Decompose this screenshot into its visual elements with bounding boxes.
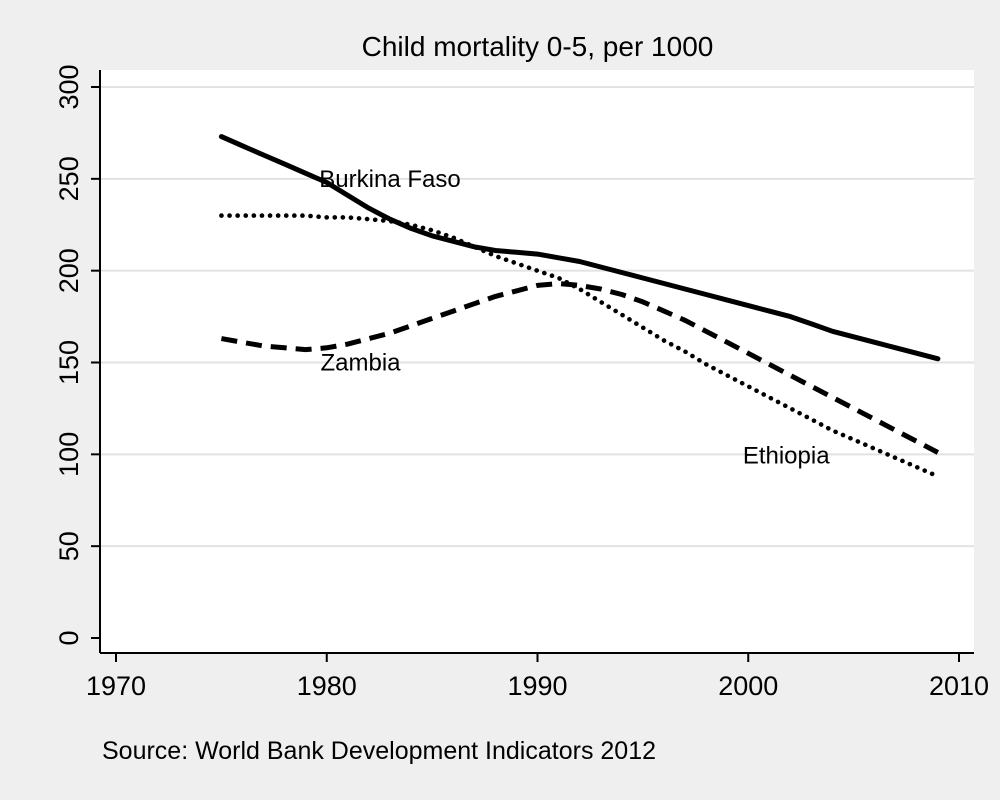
y-tick-label-0: 0 xyxy=(54,630,84,645)
y-tick-label-50: 50 xyxy=(54,531,84,561)
series-label-burkina-faso: Burkina Faso xyxy=(319,166,460,193)
series-line-ethiopia xyxy=(219,213,941,479)
x-tick-label-1980: 1980 xyxy=(297,671,357,701)
y-tick-label-300: 300 xyxy=(54,64,84,109)
chart-title: Child mortality 0-5, per 1000 xyxy=(361,31,714,62)
series-line-burkina-faso xyxy=(218,134,941,362)
series-line-zambia xyxy=(220,281,940,455)
x-tick-label-1970: 1970 xyxy=(86,671,146,701)
x-tick-label-1990: 1990 xyxy=(507,671,567,701)
series-label-ethiopia: Ethiopia xyxy=(743,442,830,469)
series-label-zambia: Zambia xyxy=(320,350,401,377)
x-tick-label-2010: 2010 xyxy=(929,671,989,701)
x-tick-label-2000: 2000 xyxy=(718,671,778,701)
y-tick-label-200: 200 xyxy=(54,248,84,293)
y-tick-label-250: 250 xyxy=(54,156,84,201)
y-tick-label-100: 100 xyxy=(54,432,84,477)
y-tick-label-150: 150 xyxy=(54,340,84,385)
source-note: Source: World Bank Development Indicator… xyxy=(102,737,657,765)
